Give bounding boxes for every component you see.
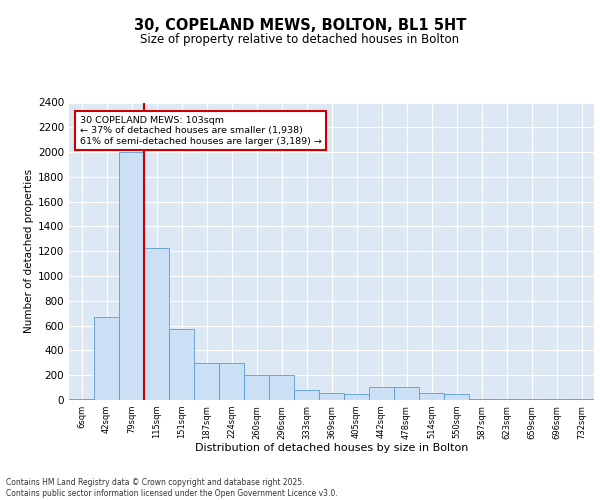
Bar xyxy=(294,390,319,400)
Bar xyxy=(144,248,169,400)
Text: Contains HM Land Registry data © Crown copyright and database right 2025.
Contai: Contains HM Land Registry data © Crown c… xyxy=(6,478,338,498)
X-axis label: Distribution of detached houses by size in Bolton: Distribution of detached houses by size … xyxy=(195,443,468,453)
Bar xyxy=(94,317,119,400)
Bar xyxy=(244,375,269,400)
Bar xyxy=(269,375,294,400)
Bar xyxy=(119,152,144,400)
Bar xyxy=(419,393,444,400)
Bar xyxy=(169,330,194,400)
Bar xyxy=(219,363,244,400)
Bar xyxy=(369,387,394,400)
Bar xyxy=(194,363,219,400)
Bar xyxy=(69,399,94,400)
Text: 30, COPELAND MEWS, BOLTON, BL1 5HT: 30, COPELAND MEWS, BOLTON, BL1 5HT xyxy=(134,18,466,32)
Bar xyxy=(344,394,369,400)
Y-axis label: Number of detached properties: Number of detached properties xyxy=(24,169,34,334)
Bar xyxy=(494,399,519,400)
Bar xyxy=(469,399,494,400)
Bar xyxy=(394,387,419,400)
Text: Size of property relative to detached houses in Bolton: Size of property relative to detached ho… xyxy=(140,32,460,46)
Bar xyxy=(444,394,469,400)
Text: 30 COPELAND MEWS: 103sqm
← 37% of detached houses are smaller (1,938)
61% of sem: 30 COPELAND MEWS: 103sqm ← 37% of detach… xyxy=(79,116,322,146)
Bar xyxy=(319,393,344,400)
